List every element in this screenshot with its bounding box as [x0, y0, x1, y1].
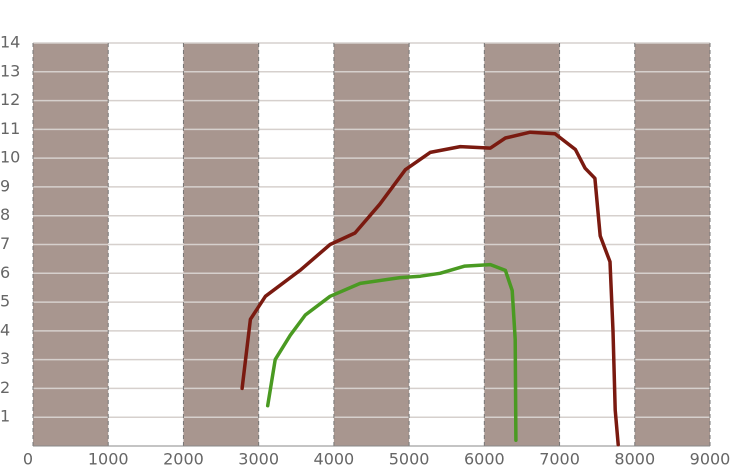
- x-tick-label: 9000: [690, 450, 731, 469]
- y-tick-label: 11: [0, 119, 20, 138]
- y-tick-label: 8: [0, 205, 10, 224]
- x-tick-label: 1000: [88, 450, 129, 469]
- x-tick-label: 5000: [389, 450, 430, 469]
- y-tick-label: 7: [0, 234, 10, 253]
- y-tick-label: 5: [0, 292, 10, 311]
- x-tick-label: 2000: [163, 450, 204, 469]
- x-tick-label: 0: [23, 450, 33, 469]
- y-tick-label: 4: [0, 320, 10, 339]
- y-tick-label: 1: [0, 407, 10, 426]
- x-tick-label: 8000: [614, 450, 655, 469]
- line: [265, 262, 518, 442]
- y-tick-label: 10: [0, 148, 20, 167]
- y-tick-label: 2: [0, 378, 10, 397]
- y-tick-label: 12: [0, 90, 20, 109]
- x-tick-label: 6000: [464, 450, 505, 469]
- y-tick-label: 9: [0, 176, 10, 195]
- line: [240, 130, 620, 447]
- y-tick-label: 6: [0, 263, 10, 282]
- y-tick-label: 13: [0, 61, 20, 80]
- y-tick-label: 14: [0, 33, 20, 52]
- x-tick-label: 3000: [238, 450, 279, 469]
- y-tick-label: 3: [0, 349, 10, 368]
- x-tick-label: 4000: [314, 450, 355, 469]
- x-tick-label: 7000: [539, 450, 580, 469]
